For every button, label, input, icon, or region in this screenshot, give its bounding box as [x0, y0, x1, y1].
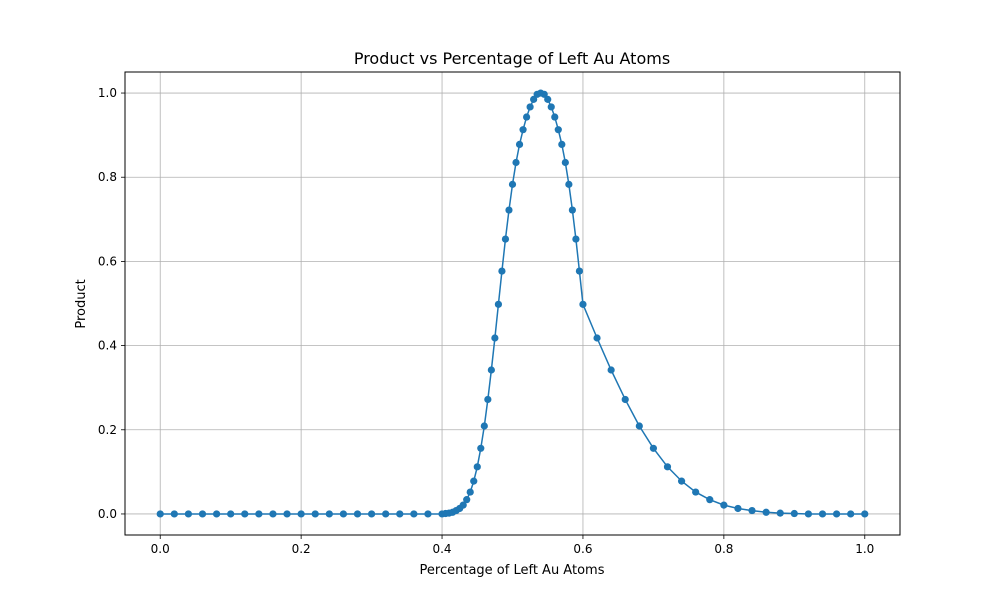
- data-point: [762, 508, 770, 516]
- data-point: [790, 509, 798, 518]
- data-point: [607, 366, 615, 374]
- data-point: [227, 510, 235, 518]
- x-tick-label: 1.0: [855, 542, 874, 556]
- y-tick-label: 0.6: [98, 254, 117, 268]
- data-point: [424, 510, 432, 518]
- x-tick-label: 0.2: [292, 542, 311, 556]
- data-point: [255, 510, 263, 518]
- y-axis: 0.0 0.2 0.4 0.6 0.8 1.0: [98, 86, 125, 521]
- data-point: [706, 496, 714, 504]
- data-point: [480, 422, 488, 430]
- data-point: [621, 395, 629, 404]
- data-point: [198, 510, 207, 518]
- data-point: [544, 95, 552, 103]
- data-point: [156, 510, 164, 518]
- data-point: [353, 510, 362, 518]
- data-point: [554, 126, 562, 134]
- data-point: [649, 444, 658, 452]
- data-point: [505, 206, 513, 214]
- data-point: [501, 235, 510, 243]
- data-point: [311, 510, 319, 518]
- data-point: [484, 395, 492, 404]
- data-point: [339, 510, 348, 518]
- data-point: [410, 510, 418, 518]
- data-point: [297, 510, 305, 518]
- y-tick-label: 1.0: [98, 86, 117, 100]
- data-point: [473, 463, 481, 471]
- data-point: [477, 444, 485, 452]
- data-point: [212, 510, 221, 518]
- x-tick-label: 0.6: [573, 542, 592, 556]
- data-point: [487, 366, 495, 374]
- data-point: [561, 158, 569, 167]
- x-tick-label: 0.0: [151, 542, 170, 556]
- data-point: [367, 510, 376, 518]
- data-point: [526, 103, 534, 111]
- data-point: [170, 510, 178, 518]
- y-tick-label: 0.4: [98, 339, 117, 353]
- data-point: [491, 334, 499, 342]
- data-point: [241, 510, 249, 518]
- data-point: [494, 300, 503, 308]
- data-point: [547, 103, 555, 111]
- data-point: [540, 90, 548, 98]
- data-point: [459, 501, 467, 509]
- y-tick-label: 0.8: [98, 170, 117, 184]
- data-point: [720, 501, 728, 509]
- data-point: [804, 510, 813, 518]
- x-axis: 0.0 0.2 0.4 0.6 0.8 1.0: [151, 535, 874, 556]
- plot-frame: [124, 71, 901, 536]
- data-point: [396, 510, 404, 518]
- data-point: [519, 126, 527, 134]
- data-point: [463, 496, 471, 504]
- y-tick-label: 0.2: [98, 423, 117, 437]
- data-point: [508, 180, 517, 188]
- data-point: [847, 510, 855, 518]
- data-point: [861, 510, 869, 518]
- data-point: [466, 488, 474, 496]
- series-layer: [156, 89, 869, 518]
- data-point: [692, 488, 700, 496]
- data-point: [818, 510, 827, 518]
- data-point: [565, 180, 573, 188]
- data-point: [677, 477, 686, 485]
- data-point: [635, 422, 643, 430]
- data-point: [593, 334, 601, 342]
- data-point: [512, 158, 520, 167]
- x-axis-label: Percentage of Left Au Atoms: [420, 563, 605, 578]
- chart-title: Product vs Percentage of Left Au Atoms: [354, 49, 670, 68]
- data-point: [572, 235, 580, 243]
- data-point: [776, 509, 784, 517]
- data-point: [663, 463, 672, 471]
- data-point: [184, 510, 193, 518]
- data-point: [734, 504, 742, 513]
- data-point: [283, 510, 291, 518]
- data-point: [515, 140, 524, 148]
- x-tick-label: 0.8: [714, 542, 733, 556]
- x-tick-label: 0.4: [432, 542, 451, 556]
- y-tick-label: 0.0: [98, 507, 117, 521]
- data-point: [269, 510, 277, 518]
- data-point: [579, 300, 587, 308]
- data-point: [568, 206, 576, 214]
- data-point: [522, 113, 531, 121]
- data-point: [558, 140, 566, 148]
- data-point: [470, 477, 478, 485]
- data-point: [551, 113, 559, 121]
- y-axis-label: Product: [74, 279, 89, 328]
- data-point: [530, 95, 538, 103]
- data-point: [748, 506, 756, 515]
- data-point: [325, 510, 333, 518]
- data-point: [382, 510, 390, 518]
- data-point: [575, 267, 584, 275]
- data-point: [832, 510, 841, 518]
- data-point: [498, 267, 506, 275]
